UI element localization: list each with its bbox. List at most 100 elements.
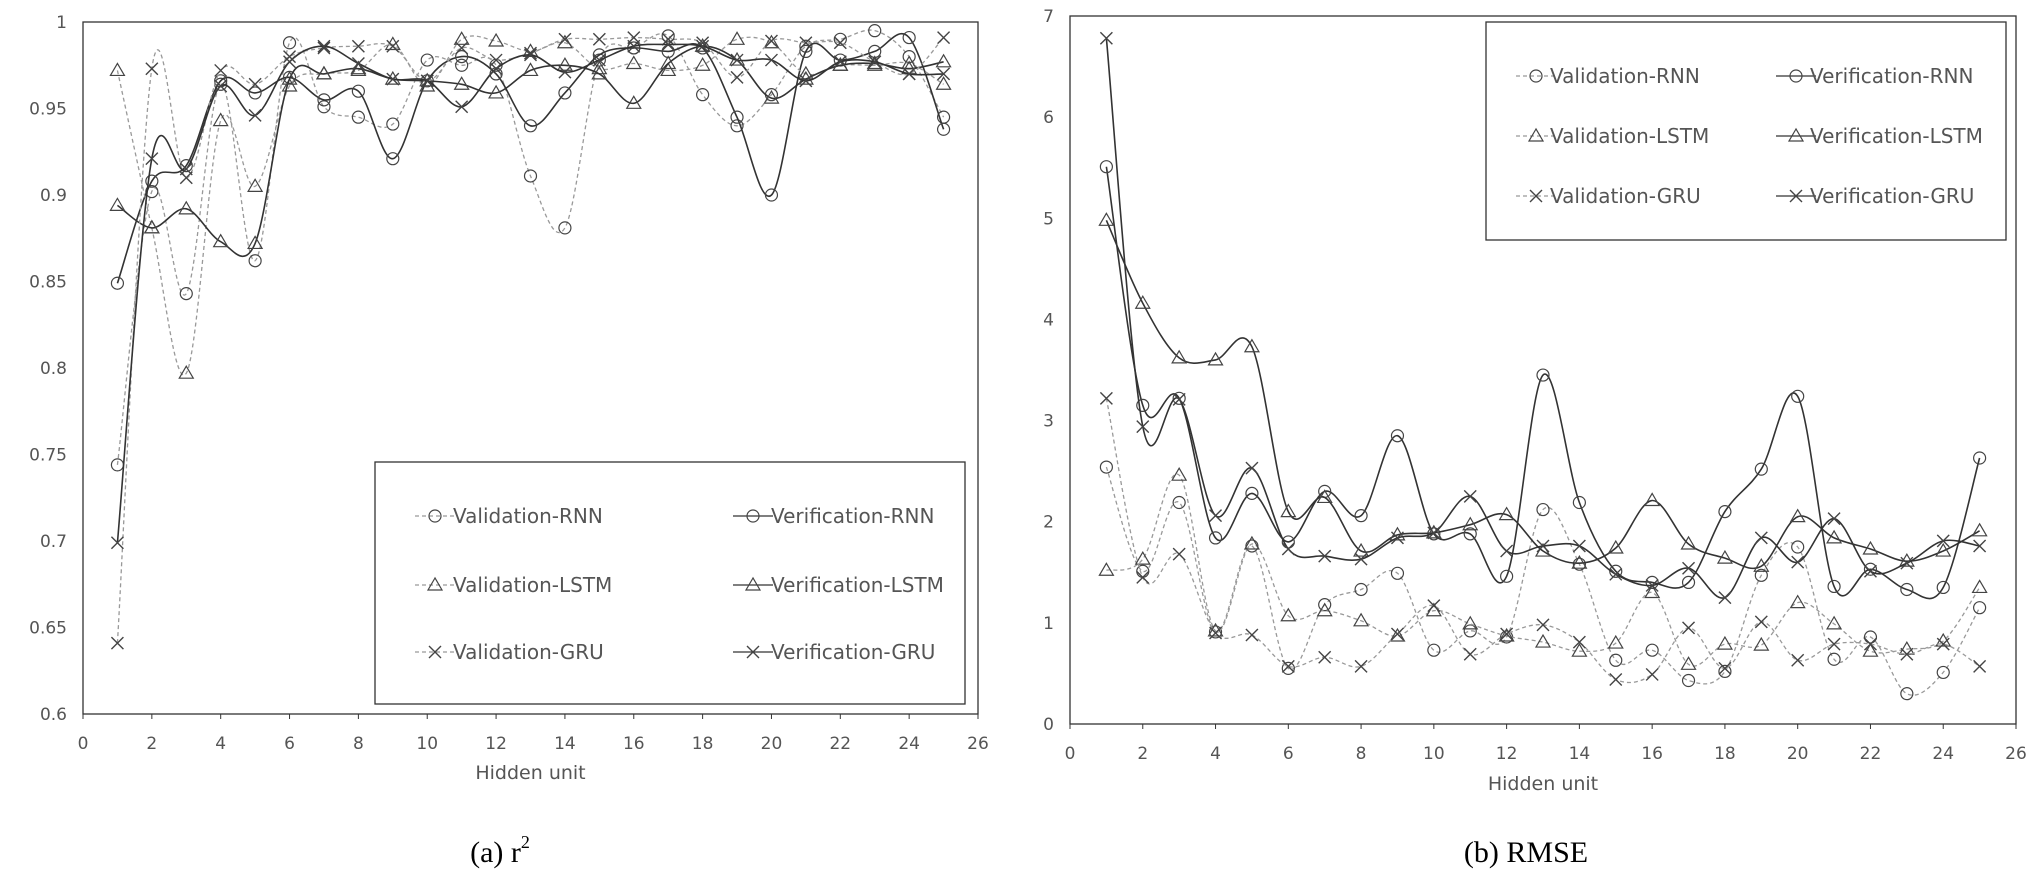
data-point: [488, 32, 505, 47]
x-tick-label: 12: [485, 734, 507, 754]
data-point: [1973, 539, 1987, 553]
data-point: [1318, 549, 1332, 563]
legend-label: Verification-GRU: [771, 640, 935, 664]
data-point: [1172, 391, 1186, 405]
data-point: [1463, 647, 1477, 661]
data-point: [522, 62, 539, 77]
data-point: [868, 55, 882, 69]
data-point: [1680, 656, 1697, 670]
data-point: [214, 63, 228, 77]
data-point: [1681, 575, 1696, 590]
data-point: [661, 32, 675, 46]
data-point: [1136, 420, 1150, 434]
data-point: [145, 184, 159, 199]
data-point: [1789, 594, 1806, 609]
data-point: [1500, 627, 1514, 641]
data-point: [1609, 673, 1623, 686]
series-verification-gru: [110, 37, 951, 550]
data-point: [937, 67, 951, 81]
data-point: [558, 221, 572, 235]
data-point: [523, 119, 538, 133]
data-point: [523, 169, 538, 183]
plot-area: [82, 21, 979, 715]
legend-marker: [1789, 189, 1803, 203]
x-tick-label: 10: [416, 734, 438, 754]
data-point: [455, 41, 469, 55]
data-point: [1936, 534, 1950, 548]
data-point: [282, 36, 297, 50]
data-point: [1281, 542, 1295, 556]
data-point: [1791, 389, 1805, 403]
data-point: [661, 29, 675, 43]
data-point: [1936, 665, 1950, 680]
data-point: [1536, 502, 1550, 517]
data-point: [935, 53, 952, 68]
data-point: [1826, 615, 1843, 630]
data-point: [110, 536, 124, 550]
data-point: [351, 84, 365, 98]
x-tick-label: 2: [146, 734, 157, 754]
data-point: [455, 100, 469, 114]
plot-area: [1069, 15, 2017, 725]
data-point: [1572, 495, 1586, 510]
data-point: [1753, 636, 1770, 651]
data-point: [351, 110, 365, 124]
legend-label: Verification-RNN: [1810, 64, 1973, 88]
data-point: [1645, 667, 1659, 681]
data-point: [488, 84, 505, 99]
data-point: [660, 62, 677, 77]
data-point: [1718, 591, 1732, 605]
data-point: [799, 44, 813, 59]
legend-label: Verification-LSTM: [771, 573, 944, 597]
data-point: [453, 31, 470, 45]
data-point: [1243, 338, 1260, 353]
chart-caption: (a) r2: [470, 832, 530, 869]
data-point: [1645, 643, 1659, 657]
data-point: [1099, 160, 1113, 174]
data-point: [1718, 505, 1732, 519]
data-point: [627, 39, 641, 53]
data-point: [1209, 626, 1223, 640]
data-point: [1098, 562, 1115, 576]
legend-label: Verification-RNN: [771, 504, 934, 528]
y-tick-label: 0.9: [40, 186, 67, 206]
data-point: [1973, 601, 1987, 615]
legend-label: Validation-RNN: [1550, 64, 1700, 88]
data-point: [1281, 661, 1295, 675]
data-point: [1681, 673, 1696, 688]
y-tick-label: 0.95: [29, 100, 67, 120]
data-point: [281, 70, 298, 85]
data-point: [1898, 640, 1915, 655]
data-point: [1353, 542, 1370, 557]
data-point: [1390, 627, 1404, 641]
data-point: [1209, 509, 1223, 523]
y-tick-label: 1: [56, 13, 67, 33]
data-point: [1463, 527, 1477, 541]
data-point: [1645, 578, 1659, 592]
x-tick-label: 14: [1569, 744, 1591, 764]
data-point: [763, 34, 780, 49]
legend-label: Validation-LSTM: [453, 573, 612, 597]
data-point: [1536, 368, 1550, 382]
data-point: [1862, 642, 1879, 657]
data-point: [317, 100, 331, 114]
data-point: [1316, 489, 1333, 504]
x-tick-label: 20: [761, 734, 783, 754]
data-point: [1789, 508, 1806, 523]
data-point: [1863, 562, 1878, 576]
data-point: [763, 89, 780, 104]
data-point: [455, 49, 469, 64]
data-point: [1680, 535, 1697, 550]
data-point: [935, 76, 952, 90]
data-point: [1354, 582, 1368, 597]
x-tick-label: 0: [78, 734, 89, 754]
data-point: [1863, 564, 1877, 578]
data-point: [1827, 512, 1841, 526]
x-tick-label: 16: [1641, 744, 1663, 764]
data-point: [1718, 661, 1732, 675]
data-point: [1099, 460, 1113, 474]
data-point: [799, 36, 813, 50]
data-point: [281, 77, 298, 92]
